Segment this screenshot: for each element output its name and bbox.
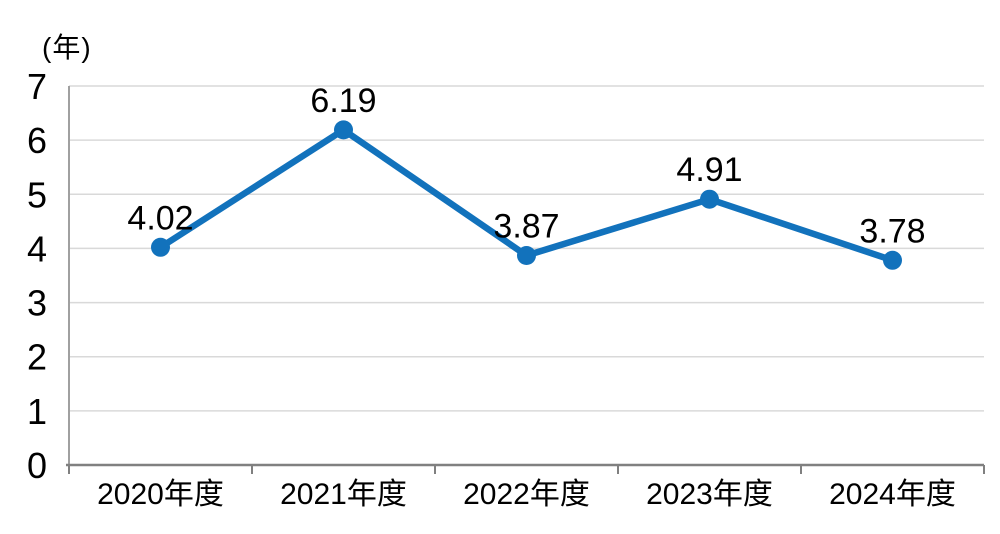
y-tick-label: 4 [27, 228, 47, 269]
data-point-label: 4.91 [676, 151, 742, 189]
x-tick-label: 2020年度 [97, 478, 224, 511]
x-tick-label: 2024年度 [829, 478, 956, 511]
y-tick-label: 5 [27, 174, 47, 215]
data-point-marker [151, 237, 170, 257]
y-tick-label: 0 [27, 445, 47, 486]
x-tick-label: 2023年度 [646, 478, 773, 511]
y-tick-label: 2 [27, 337, 47, 378]
data-point-marker [700, 189, 719, 209]
data-point-marker [883, 250, 902, 270]
data-point-label: 4.02 [127, 199, 193, 237]
y-tick-label: 1 [27, 391, 47, 432]
x-tick-label: 2022年度 [463, 478, 590, 511]
data-point-label: 3.87 [493, 208, 559, 246]
data-point-label: 6.19 [310, 82, 376, 120]
data-point-label: 3.78 [859, 212, 925, 250]
data-point-marker [517, 246, 536, 265]
y-axis-unit-label: (年) [42, 32, 92, 63]
y-tick-label: 7 [27, 66, 47, 107]
data-point-marker [334, 120, 353, 140]
x-tick-label: 2021年度 [280, 478, 407, 511]
y-tick-label: 6 [27, 120, 47, 161]
y-tick-label: 3 [27, 283, 47, 324]
